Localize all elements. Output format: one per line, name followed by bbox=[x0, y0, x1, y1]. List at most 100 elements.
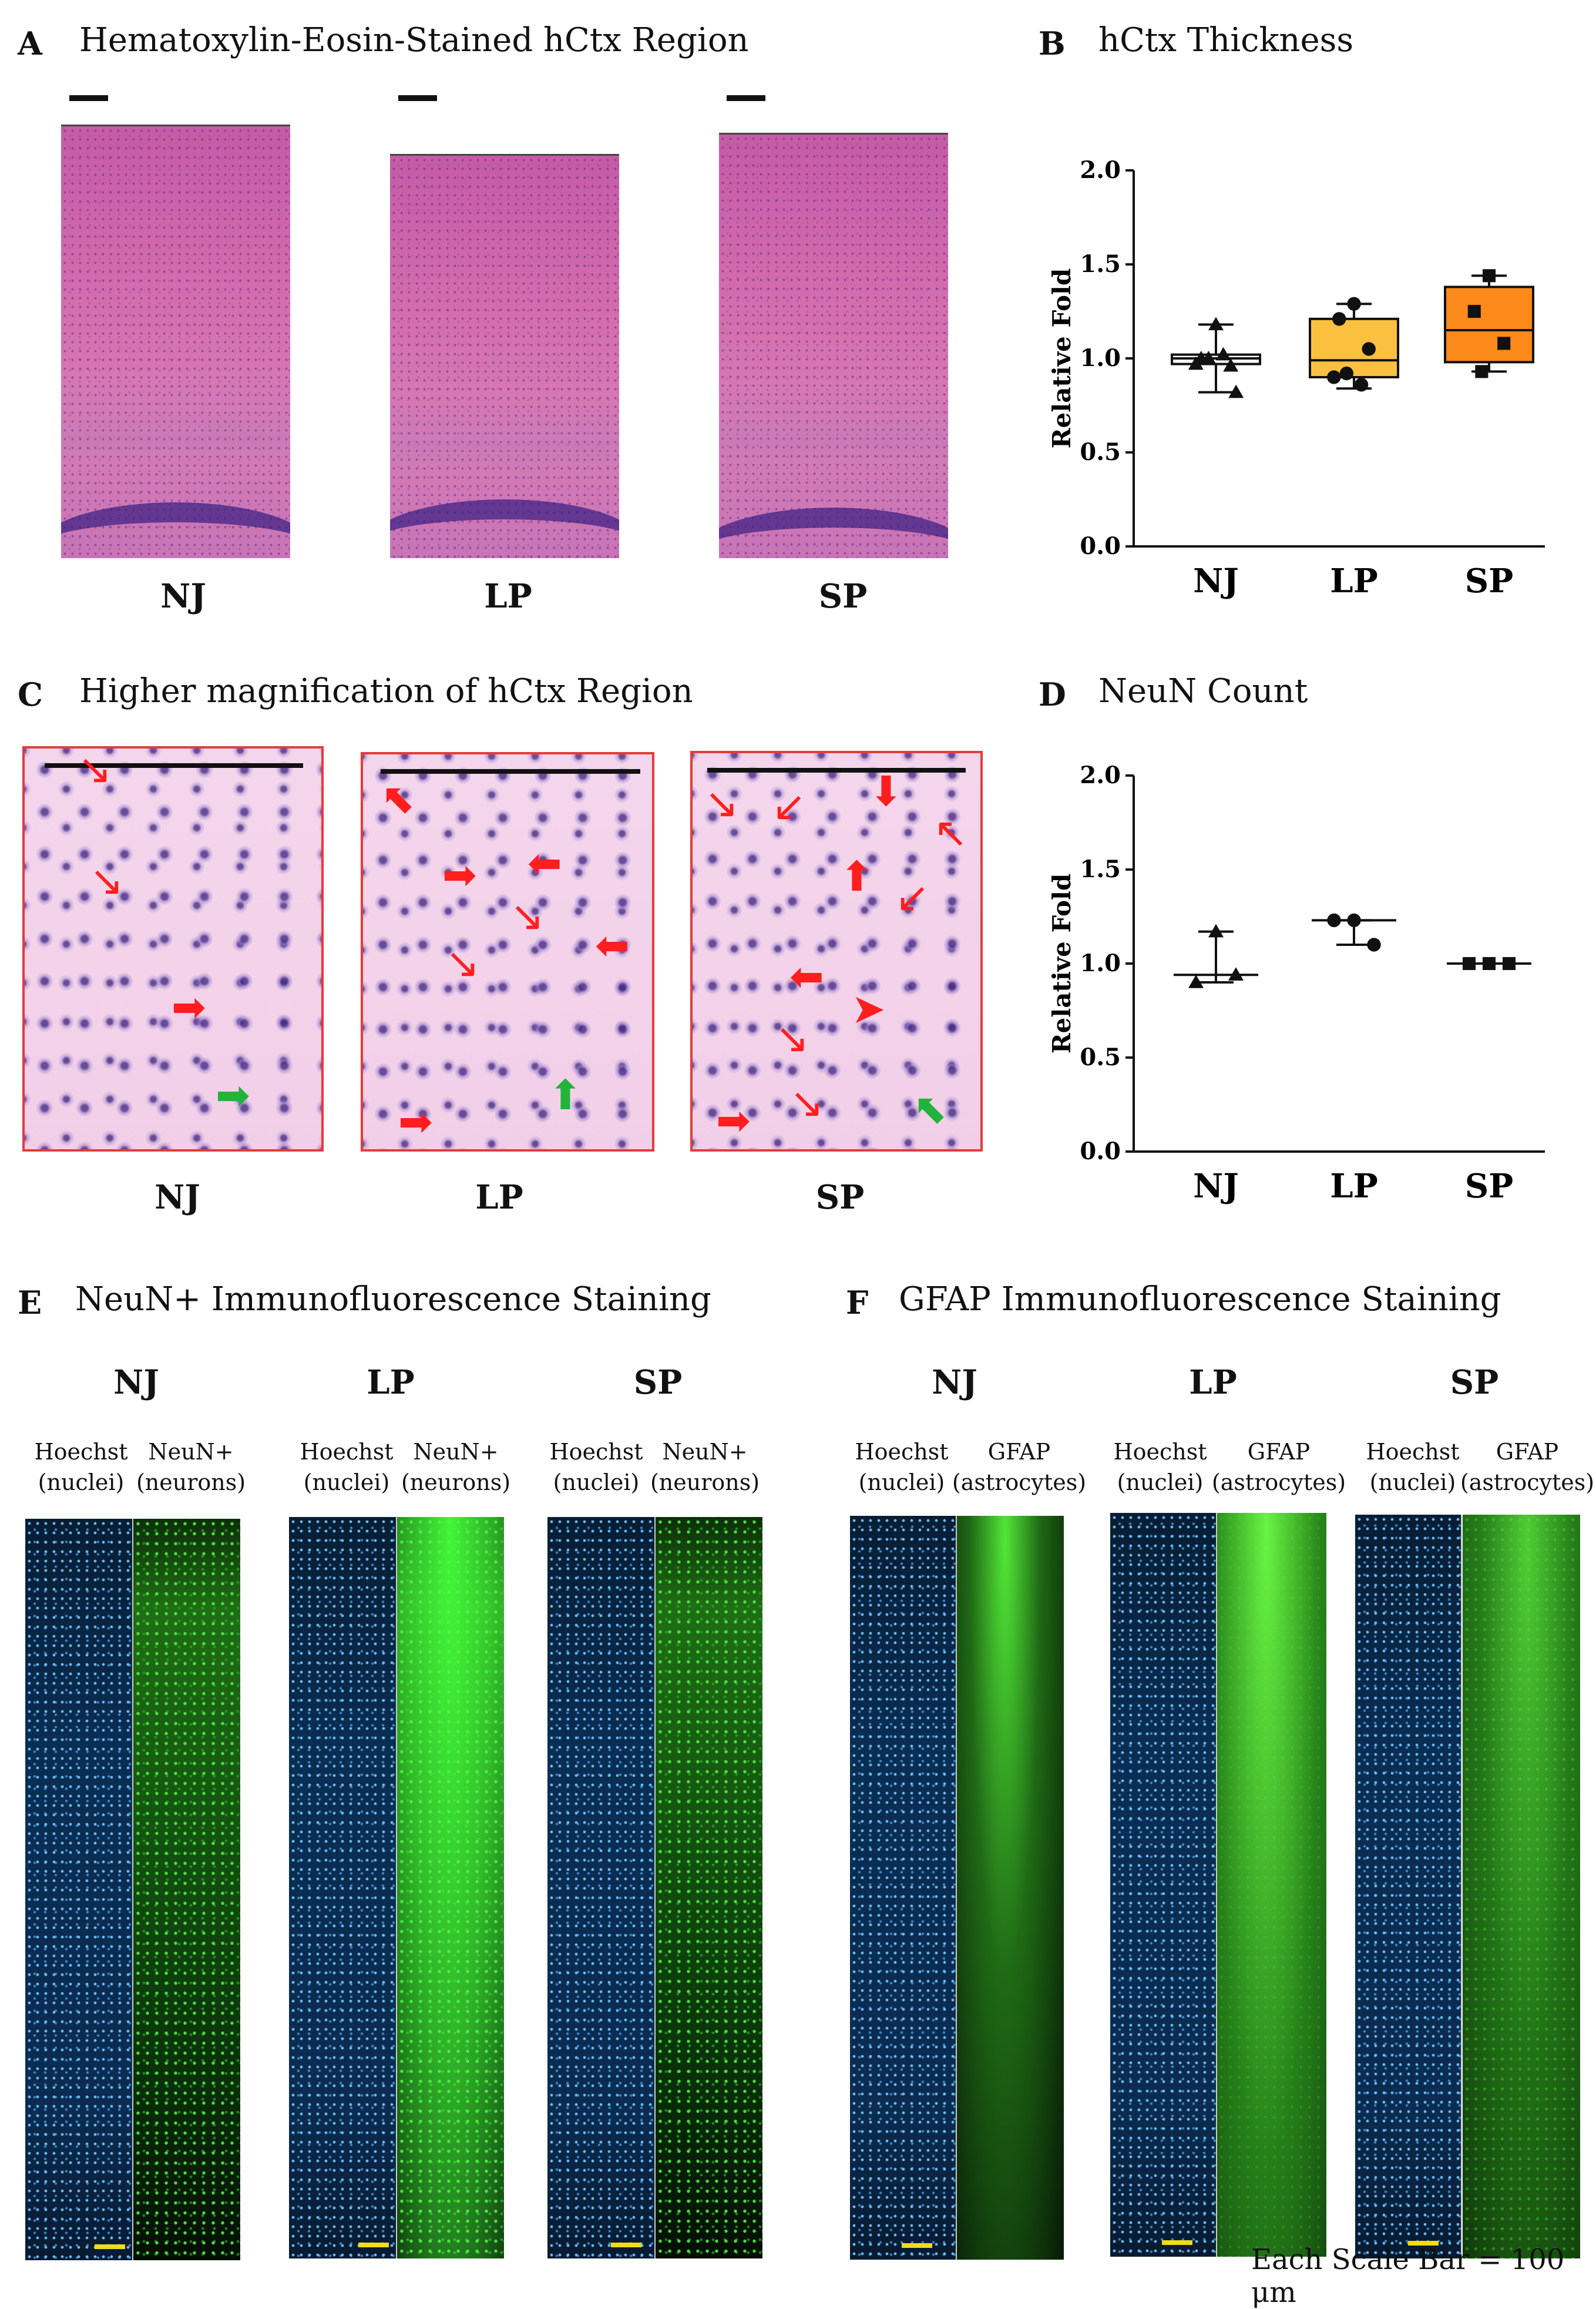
data-point bbox=[1497, 337, 1511, 350]
y-tick-label: 0.5 bbox=[1080, 1043, 1121, 1071]
red-arrow-icon: ➡ bbox=[172, 983, 206, 1031]
y-axis-title: Relative Fold bbox=[1047, 269, 1076, 449]
red-arrow-icon: ↙ bbox=[772, 782, 807, 830]
scale-bar bbox=[358, 2243, 389, 2247]
y-tick-label: 0.0 bbox=[1080, 1137, 1121, 1165]
y-tick-label: 1.0 bbox=[1080, 949, 1121, 977]
y-tick-label: 0.5 bbox=[1080, 438, 1121, 466]
scale-bar bbox=[95, 2244, 125, 2249]
red-arrow-icon: ➤ bbox=[851, 985, 886, 1033]
data-point bbox=[1223, 358, 1239, 372]
data-point bbox=[1208, 924, 1224, 938]
panel-e-title: NeuN+ Immunofluorescence Staining bbox=[75, 1280, 711, 1318]
data-point bbox=[1362, 342, 1376, 356]
scale-bar bbox=[902, 2243, 932, 2248]
scale-bar bbox=[69, 95, 108, 101]
he-image-nj bbox=[61, 125, 290, 558]
data-point bbox=[1201, 351, 1217, 364]
hoechst-image-sp bbox=[1355, 1515, 1462, 2258]
x-category-label: NJ bbox=[1193, 562, 1239, 600]
channel-label-hoechst: Hoechst (nuclei) bbox=[1113, 1439, 1207, 1495]
y-tick-label: 1.0 bbox=[1080, 344, 1121, 372]
red-arrow-icon: ↘ bbox=[704, 779, 739, 827]
red-arrow-icon: ↘ bbox=[789, 1079, 824, 1127]
scale-bar bbox=[381, 769, 640, 774]
red-arrow-icon: ↙ bbox=[895, 873, 930, 921]
scale-bar bbox=[398, 95, 437, 101]
group-label-nj: NJ bbox=[160, 577, 206, 616]
red-arrow-icon: ↘ bbox=[510, 892, 545, 940]
group-label-sp: SP bbox=[815, 1178, 865, 1217]
mag-image-lp: ⬉ ➡ ⬅ ↘ ⬅ ↘ ➡ ⬆ bbox=[361, 752, 654, 1152]
data-point bbox=[1208, 317, 1224, 331]
green-arrow-icon: ➡ bbox=[216, 1071, 250, 1119]
panel-b-letter: B bbox=[1039, 25, 1066, 62]
y-tick-label: 1.5 bbox=[1080, 855, 1121, 883]
panel-f-letter: F bbox=[846, 1284, 869, 1321]
panel-f-title: GFAP Immunofluorescence Staining bbox=[899, 1280, 1501, 1318]
red-arrow-icon: ↘ bbox=[78, 746, 112, 793]
panel-b-title: hCtx Thickness bbox=[1098, 21, 1354, 59]
hoechst-image-nj bbox=[850, 1516, 957, 2260]
data-point bbox=[1215, 347, 1231, 361]
red-arrow-icon: ⬅ bbox=[789, 952, 824, 1001]
hoechst-image-nj bbox=[25, 1519, 133, 2260]
channel-label-hoechst: Hoechst (nuclei) bbox=[34, 1439, 128, 1495]
data-point bbox=[1188, 975, 1204, 988]
group-label-sp: SP bbox=[818, 577, 868, 616]
x-category-label: SP bbox=[1465, 562, 1514, 600]
y-axis-title: Relative Fold bbox=[1047, 874, 1076, 1054]
x-category-label: LP bbox=[1330, 1167, 1377, 1206]
y-tick-label: 2.0 bbox=[1080, 156, 1121, 184]
channel-label-neun: NeuN+ (neurons) bbox=[136, 1439, 246, 1495]
data-point bbox=[1332, 312, 1346, 326]
panel-c-letter: C bbox=[18, 676, 43, 713]
data-point bbox=[1482, 957, 1496, 971]
y-tick-label: 1.5 bbox=[1080, 250, 1121, 278]
red-arrow-icon: ⬅ bbox=[595, 921, 630, 969]
scale-bar bbox=[1162, 2240, 1192, 2245]
data-point bbox=[1462, 957, 1476, 971]
x-category-label: SP bbox=[1465, 1167, 1514, 1206]
box-sp bbox=[1444, 286, 1534, 364]
group-label-lp: LP bbox=[1189, 1363, 1237, 1402]
data-point bbox=[1339, 366, 1354, 381]
red-arrow-icon: ↖ bbox=[933, 808, 968, 857]
channel-label-gfap: GFAP (astrocytes) bbox=[952, 1439, 1087, 1495]
data-point bbox=[1347, 297, 1361, 311]
box-lp bbox=[1309, 317, 1399, 378]
channel-label-gfap: GFAP (astrocytes) bbox=[1211, 1439, 1346, 1495]
x-category-label: LP bbox=[1330, 562, 1377, 600]
data-point bbox=[1354, 378, 1369, 392]
scale-bar bbox=[45, 763, 303, 768]
red-arrow-icon: ↘ bbox=[89, 857, 124, 905]
data-point bbox=[1502, 957, 1516, 971]
red-arrow-icon: ➡ bbox=[398, 1098, 433, 1146]
he-image-sp bbox=[719, 133, 948, 558]
group-label-nj: NJ bbox=[154, 1178, 200, 1217]
hoechst-image-sp bbox=[547, 1517, 656, 2258]
channel-label-hoechst: Hoechst (nuclei) bbox=[549, 1439, 643, 1495]
panel-a-title: Hematoxylin-Eosin-Stained hCtx Region bbox=[79, 21, 749, 59]
scale-bar bbox=[727, 95, 765, 101]
neun-image-lp bbox=[397, 1517, 504, 2258]
group-label-lp: LP bbox=[475, 1178, 523, 1217]
group-label-nj: NJ bbox=[113, 1363, 159, 1402]
green-arrow-icon: ⬉ bbox=[913, 1085, 947, 1133]
channel-label-neun: NeuN+ (neurons) bbox=[650, 1439, 760, 1495]
he-image-lp bbox=[390, 154, 619, 558]
hoechst-image-lp bbox=[1110, 1513, 1217, 2257]
panel-c-title: Higher magnification of hCtx Region bbox=[79, 672, 693, 710]
group-label-sp: SP bbox=[633, 1363, 683, 1402]
data-point bbox=[1475, 365, 1489, 378]
red-arrow-icon: ➡ bbox=[716, 1096, 751, 1145]
red-arrow-icon: ↘ bbox=[445, 939, 480, 987]
data-point bbox=[1228, 967, 1244, 981]
group-label-lp: LP bbox=[367, 1363, 415, 1402]
channel-label-hoechst: Hoechst (nuclei) bbox=[855, 1439, 949, 1495]
red-arrow-icon: ↘ bbox=[775, 1014, 809, 1062]
red-arrow-icon: ➡ bbox=[442, 851, 477, 899]
red-arrow-icon: ⬉ bbox=[381, 774, 415, 823]
scale-bar bbox=[611, 2243, 641, 2247]
hoechst-image-lp bbox=[289, 1517, 397, 2258]
